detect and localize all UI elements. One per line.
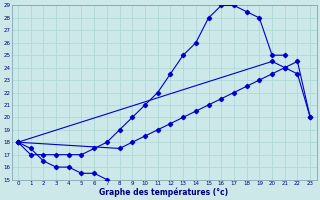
X-axis label: Graphe des températures (°c): Graphe des températures (°c): [100, 187, 228, 197]
